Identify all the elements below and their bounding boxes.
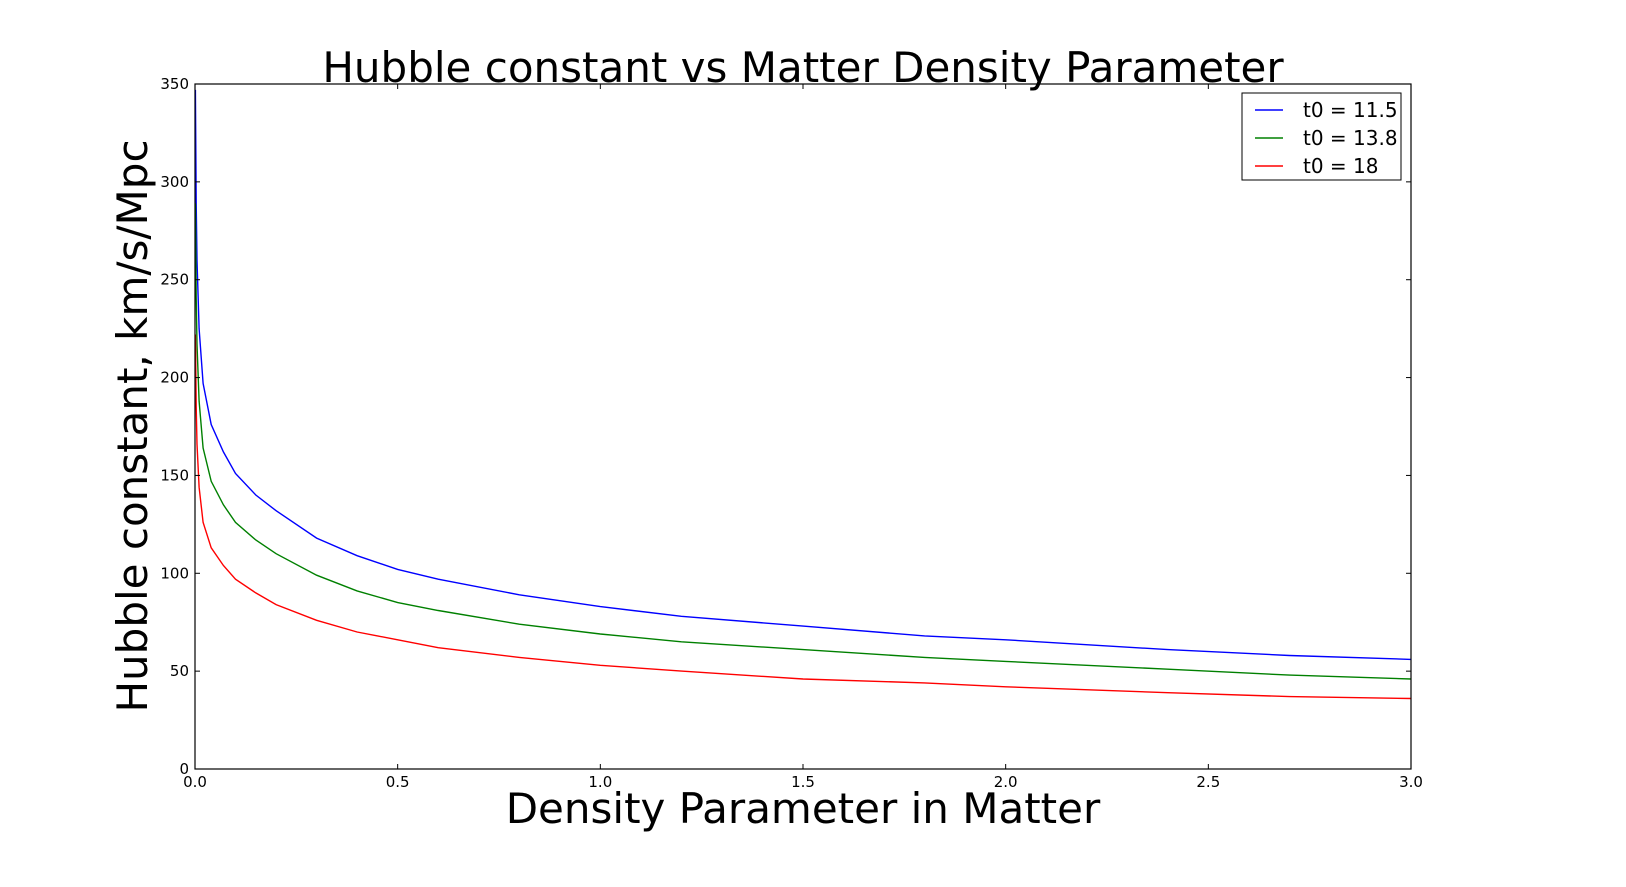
y-tick-label: 300 [160,173,189,191]
x-tick-label: 3.0 [1399,773,1423,791]
legend-label-2: t0 = 13.8 [1303,126,1398,150]
y-tick-label: 250 [160,271,189,289]
legend-label-1: t0 = 11.5 [1303,98,1398,122]
y-axis-ticks: 0 50 100 150 200 250 300 350 [160,75,1411,778]
y-tick-label: 100 [160,564,189,582]
y-tick-label: 150 [160,466,189,484]
x-tick-label: 0.5 [386,773,410,791]
x-axis-label: Density Parameter in Matter [506,784,1101,833]
y-tick-label: 200 [160,369,189,387]
plot-area [194,83,1412,770]
y-tick-label: 0 [179,760,189,778]
x-tick-label: 2.5 [1196,773,1220,791]
x-tick-label: 1.0 [588,773,612,791]
series-line-1 [194,89,1412,661]
plot-frame [194,83,1412,770]
x-tick-label: 2.0 [994,773,1018,791]
series-line-3 [194,334,1412,700]
series-group [194,89,1412,700]
y-tick-label: 350 [160,75,189,93]
legend: t0 = 11.5 t0 = 13.8 t0 = 18 [1241,92,1402,181]
legend-label-3: t0 = 18 [1303,154,1379,178]
x-tick-label: 1.5 [791,773,815,791]
y-tick-label: 50 [170,662,189,680]
x-axis-ticks: 0.0 0.5 1.0 1.5 2.0 2.5 3.0 [183,84,1423,791]
series-line-2 [194,203,1412,680]
x-tick-label: 0.0 [183,773,207,791]
y-axis-label: Hubble constant, km/s/Mpc [108,139,157,712]
